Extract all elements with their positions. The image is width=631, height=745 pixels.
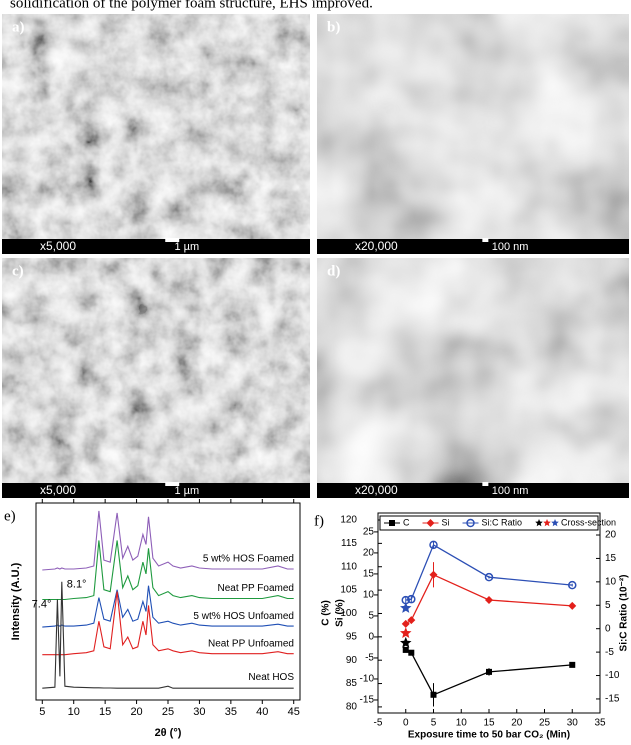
x-tick-label: 10: [456, 718, 468, 729]
x-tick-label: 35: [225, 706, 237, 718]
trace-label: Neat PP Foamed: [217, 583, 294, 594]
y-tick-label: -10: [605, 670, 620, 681]
marker: [485, 596, 493, 604]
x-tick-label: 40: [256, 706, 268, 718]
scale-text: 100 nm: [492, 485, 529, 497]
marker: [569, 662, 575, 668]
series-line: [406, 545, 573, 600]
figure: solidification of the polymer foam struc…: [0, 0, 631, 740]
trace-label: 5 wt% HOS Unfoamed: [193, 611, 294, 622]
peak-label: 8.1°: [67, 579, 87, 591]
x-tick-label: -5: [374, 718, 383, 729]
panel-label: a): [12, 19, 25, 35]
page: solidification of the polymer foam struc…: [0, 0, 631, 740]
x-axis-title: 2θ (°): [155, 727, 182, 739]
sem-image: [2, 14, 310, 254]
x-tick-label: 30: [567, 718, 579, 729]
y-tick-label: 25: [363, 527, 375, 538]
y-axis-title: Si:C Ratio (10⁻²): [619, 575, 630, 652]
y-tick-label: 5: [605, 600, 611, 611]
x-tick-label: 15: [99, 706, 111, 718]
x-tick-label: 25: [539, 718, 551, 729]
y-tick-label: 105: [340, 585, 357, 596]
y-tick-label: 5: [368, 611, 374, 622]
header-text: solidification of the polymer foam struc…: [10, 0, 373, 11]
y-tick-label: -15: [360, 695, 375, 706]
y-tick-label: -5: [605, 647, 614, 658]
marker: [568, 602, 576, 610]
scale-text: 100 nm: [492, 241, 529, 253]
y-tick-label: 120: [340, 515, 357, 526]
plot-frame: [378, 513, 600, 713]
x-tick-label: 5: [431, 718, 437, 729]
y-tick-label: 0: [368, 632, 374, 643]
panel-label: f): [314, 513, 324, 529]
y-tick-label: 15: [605, 553, 617, 564]
panel-label: c): [12, 263, 24, 279]
magnification: x5,000: [40, 483, 76, 497]
panel-label: d): [327, 263, 340, 279]
x-tick-label: 45: [288, 706, 300, 718]
marker: [389, 520, 395, 526]
sem-image: [2, 258, 310, 498]
y-tick-label: 80: [346, 702, 358, 713]
y-tick-label: -10: [360, 674, 375, 685]
y-tick-label: 90: [346, 655, 358, 666]
magnification: x20,000: [355, 239, 398, 253]
x-tick-label: 20: [130, 706, 142, 718]
x-tick-label: 25: [162, 706, 174, 718]
y-tick-label: 115: [341, 538, 357, 549]
scale-bar: [482, 238, 488, 242]
cross-section-star: [400, 637, 412, 648]
y-tick-label: 0: [605, 623, 611, 634]
magnification: x20,000: [355, 483, 398, 497]
panel-label: b): [327, 19, 340, 35]
y-tick-label: 85: [346, 678, 358, 689]
panel-label: e): [4, 508, 16, 524]
y-tick-label: 110: [341, 561, 357, 572]
y-axis-title: C (%): [321, 600, 332, 626]
trace-label: 5 wt% HOS Foamed: [203, 554, 294, 565]
scale-text: 1 µm: [174, 241, 199, 253]
magnification: x5,000: [40, 239, 76, 253]
x-tick-label: 35: [594, 718, 606, 729]
marker: [403, 647, 409, 653]
y-axis-title: Si (%): [335, 599, 346, 627]
x-tick-label: 10: [68, 706, 80, 718]
y-tick-label: 10: [605, 576, 617, 587]
cross-section-star: [400, 602, 412, 613]
trace-label: Neat HOS: [248, 672, 294, 683]
legend-label: Si: [442, 517, 450, 527]
legend-label: Cross-section: [561, 517, 616, 527]
x-tick-label: 5: [39, 706, 45, 718]
marker: [408, 650, 414, 656]
x-tick-label: 15: [483, 718, 495, 729]
y-tick-label: 95: [346, 631, 358, 642]
marker: [431, 692, 437, 698]
y-tick-label: -5: [365, 653, 374, 664]
peak-label: 7.4°: [32, 598, 52, 610]
marker: [486, 669, 492, 675]
plot-frame: [36, 503, 300, 700]
cross-section-star: [400, 627, 412, 638]
x-tick-label: 30: [193, 706, 205, 718]
trace-label: Neat PP Unfoamed: [208, 638, 294, 649]
y-tick-label: 15: [363, 569, 375, 580]
y-tick-label: 20: [605, 530, 617, 541]
y-axis-title: Intensity (A.U.): [10, 562, 22, 640]
x-tick-label: 0: [403, 718, 409, 729]
legend-label: Si:C Ratio: [482, 517, 523, 527]
x-axis-title: Exposure time to 50 bar CO₂ (Min): [408, 730, 570, 740]
sem-image: [317, 258, 629, 498]
x-tick-label: 20: [511, 718, 523, 729]
y-tick-label: 10: [363, 590, 375, 601]
sem-image: [317, 14, 629, 254]
scale-text: 1 µm: [174, 485, 199, 497]
y-tick-label: -15: [605, 694, 620, 705]
legend-label: C: [403, 517, 410, 527]
y-tick-label: 20: [363, 548, 375, 559]
scale-bar: [482, 482, 488, 486]
marker: [430, 571, 438, 579]
